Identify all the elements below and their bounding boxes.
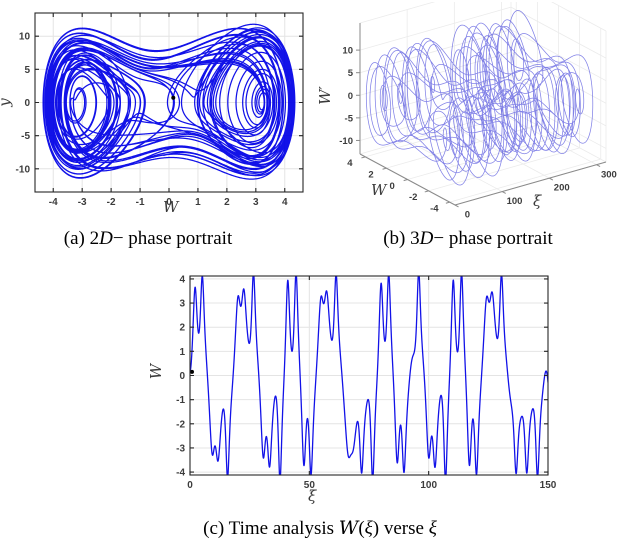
plot-time-yaxis-label: W — [147, 363, 166, 380]
plot-2d-yaxis-label: y — [0, 98, 14, 106]
plot-time-xaxis-label: ξ — [308, 487, 317, 505]
plot-3d-zaxis-label: W′ — [315, 86, 334, 105]
plot-2d-xaxis-label: W — [163, 198, 179, 216]
plot-3d-xiaxis-label: ξ — [533, 192, 542, 210]
plot-2d-phase-portrait-canvas — [2, 2, 312, 228]
plot-time-series-canvas — [150, 266, 570, 504]
caption-3d-phase-portrait: (b) 3D− phase portrait — [383, 228, 553, 249]
plot-3d-phase-portrait-canvas — [316, 2, 633, 228]
caption-time-analysis: (c) Time analysis W(ξ) verse ξ — [203, 517, 437, 539]
caption-2d-phase-portrait: (a) 2D− phase portrait — [63, 228, 233, 249]
plot-3d-waxis-label: W — [371, 181, 387, 199]
